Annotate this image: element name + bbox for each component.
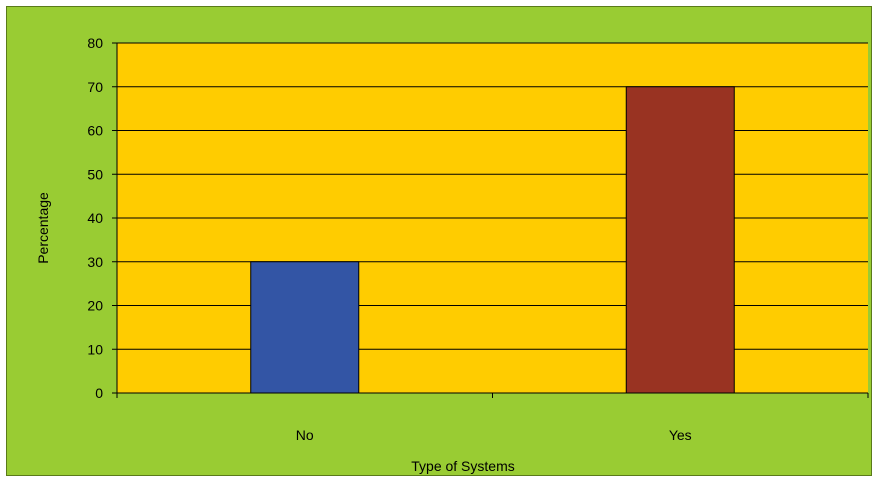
y-tick-label: 0 [95,385,103,401]
y-tick-label: 50 [87,166,103,182]
x-axis-title: Type of Systems [411,458,514,474]
y-tick-label: 10 [87,341,103,357]
x-tick-label: Yes [669,427,692,443]
bar-yes [625,86,735,394]
y-tick-label: 40 [87,210,103,226]
chart-frame: 0 10 20 30 40 50 60 70 80 No Yes Type of Systems P… [6,6,872,476]
bars [250,86,735,394]
y-tick-label: 30 [87,254,103,270]
y-tick-label: 20 [87,298,103,314]
bar-chart: 0 10 20 30 40 50 60 70 80 No Yes Type of Systems P… [7,7,871,475]
bar-no [250,261,360,394]
y-tick-label: 60 [87,123,103,139]
y-tick-label: 70 [87,79,103,95]
tick-labels: 0 10 20 30 40 50 60 70 80 No Yes [87,35,691,443]
gridlines [117,42,868,350]
axes [112,42,869,398]
x-tick-label: No [296,427,314,443]
y-axis-title: Percentage [35,192,51,264]
y-tick-label: 80 [87,35,103,51]
